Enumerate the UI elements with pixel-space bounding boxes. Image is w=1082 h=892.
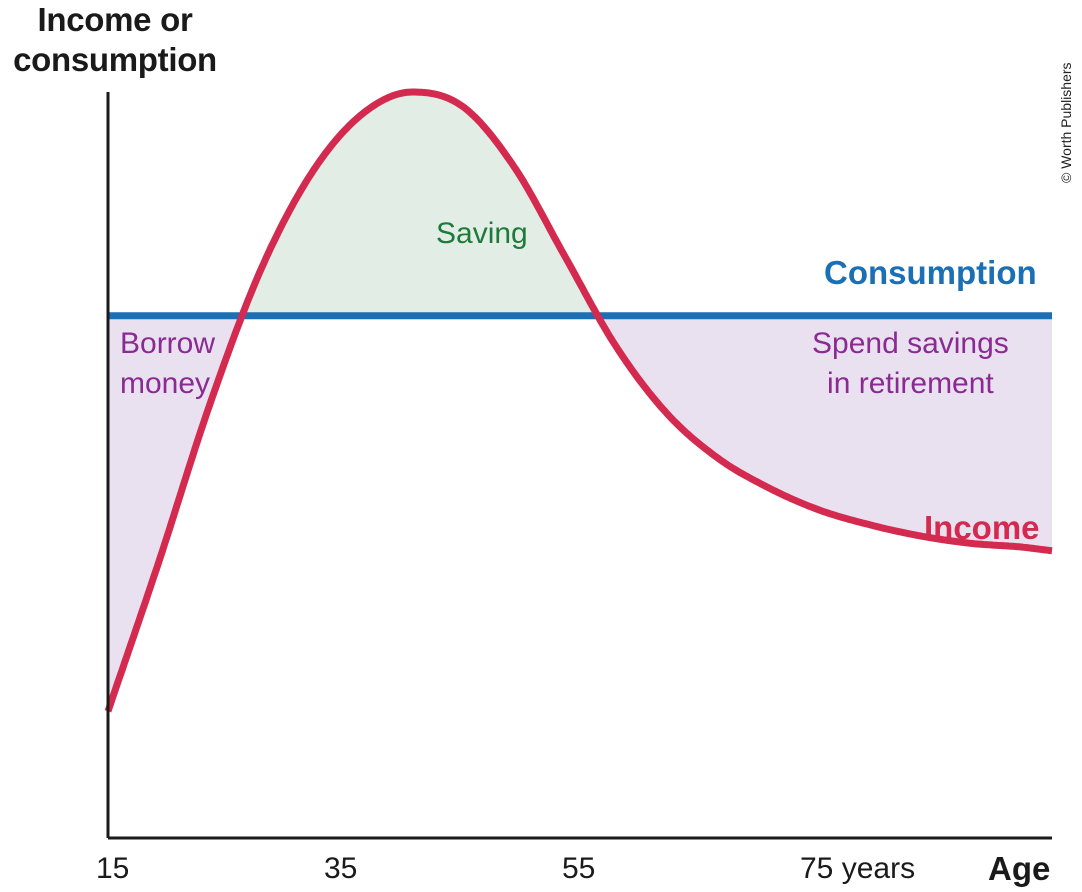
x-tick-15: 15: [96, 852, 130, 885]
x-tick-55: 55: [562, 852, 596, 885]
x-tick-35: 35: [324, 852, 358, 885]
series-lines: [104, 88, 1054, 713]
retirement-label: Spend savings in retirement: [812, 324, 1009, 404]
retirement-region: [597, 315, 1052, 551]
y-axis-title: Income or consumption: [13, 1, 217, 78]
saving-label: Saving: [436, 214, 528, 254]
retirement-line-1: Spend savings: [812, 327, 1009, 360]
consumption-series-label: Consumption: [824, 254, 1037, 291]
saving-line-1: Saving: [436, 217, 528, 250]
retirement-line-2: in retirement: [827, 367, 994, 400]
copyright-credit: © Worth Publishers: [1058, 62, 1074, 183]
income-line: [104, 88, 1054, 713]
x-axis-title: Age: [988, 850, 1051, 887]
income-series-label: Income: [924, 509, 1040, 546]
x-tick-75: 75 years: [800, 852, 916, 885]
borrow-money-label: Borrow money: [120, 324, 215, 404]
borrow-line-1: Borrow: [120, 327, 216, 360]
borrow-line-2: money: [120, 367, 211, 400]
